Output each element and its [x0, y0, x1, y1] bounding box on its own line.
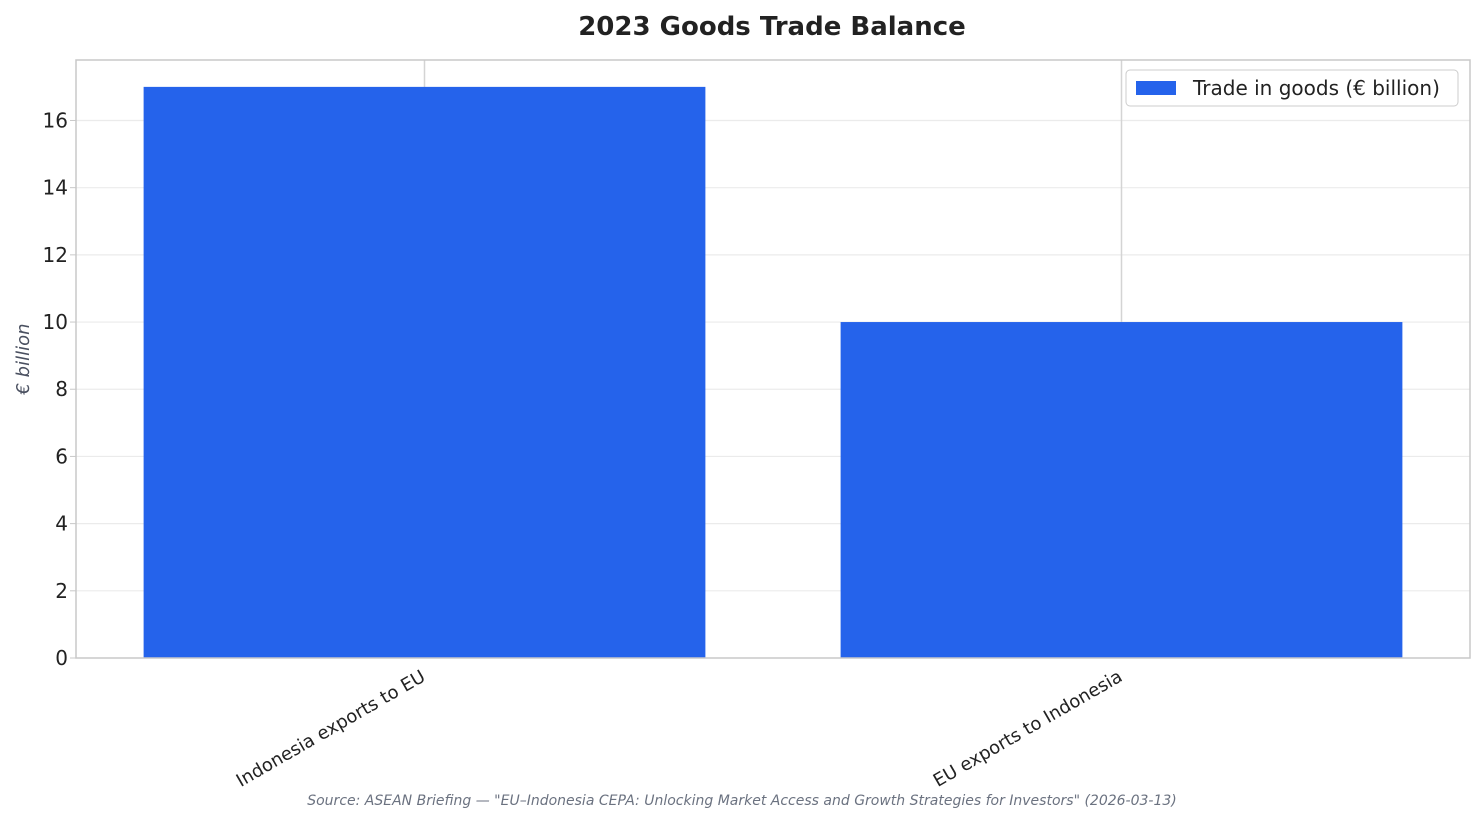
- x-tick-label: EU exports to Indonesia: [930, 666, 1126, 791]
- y-tick-label: 4: [55, 512, 68, 536]
- legend: Trade in goods (€ billion): [1125, 69, 1459, 107]
- plot-frame: [75, 59, 1471, 659]
- y-tick-label: 10: [43, 310, 68, 334]
- x-axis-ticks: Indonesia exports to EU EU exports to Ind…: [233, 666, 1126, 791]
- y-tick-label: 6: [55, 444, 68, 468]
- y-tick-label: 2: [55, 579, 68, 603]
- y-tick-label: 12: [43, 243, 68, 267]
- legend-label: Trade in goods (€ billion): [1192, 76, 1440, 100]
- bar: [143, 86, 706, 658]
- bars: [143, 86, 1403, 658]
- y-tick-label: 14: [43, 176, 68, 200]
- y-axis-ticks: 0 2 4 6 8 10 12 14 16: [43, 108, 76, 670]
- y-axis-label: € billion: [13, 323, 34, 395]
- legend-box: [1125, 69, 1459, 107]
- y-tick-label: 0: [55, 646, 68, 670]
- source-note: Source: ASEAN Briefing — "EU–Indonesia C…: [307, 793, 1177, 809]
- legend-swatch: [1136, 81, 1176, 95]
- bar: [840, 322, 1403, 658]
- y-tick-label: 16: [43, 108, 68, 132]
- x-tick-label: Indonesia exports to EU: [233, 666, 429, 791]
- chart-title: 2023 Goods Trade Balance: [578, 12, 966, 42]
- y-tick-label: 8: [55, 377, 68, 401]
